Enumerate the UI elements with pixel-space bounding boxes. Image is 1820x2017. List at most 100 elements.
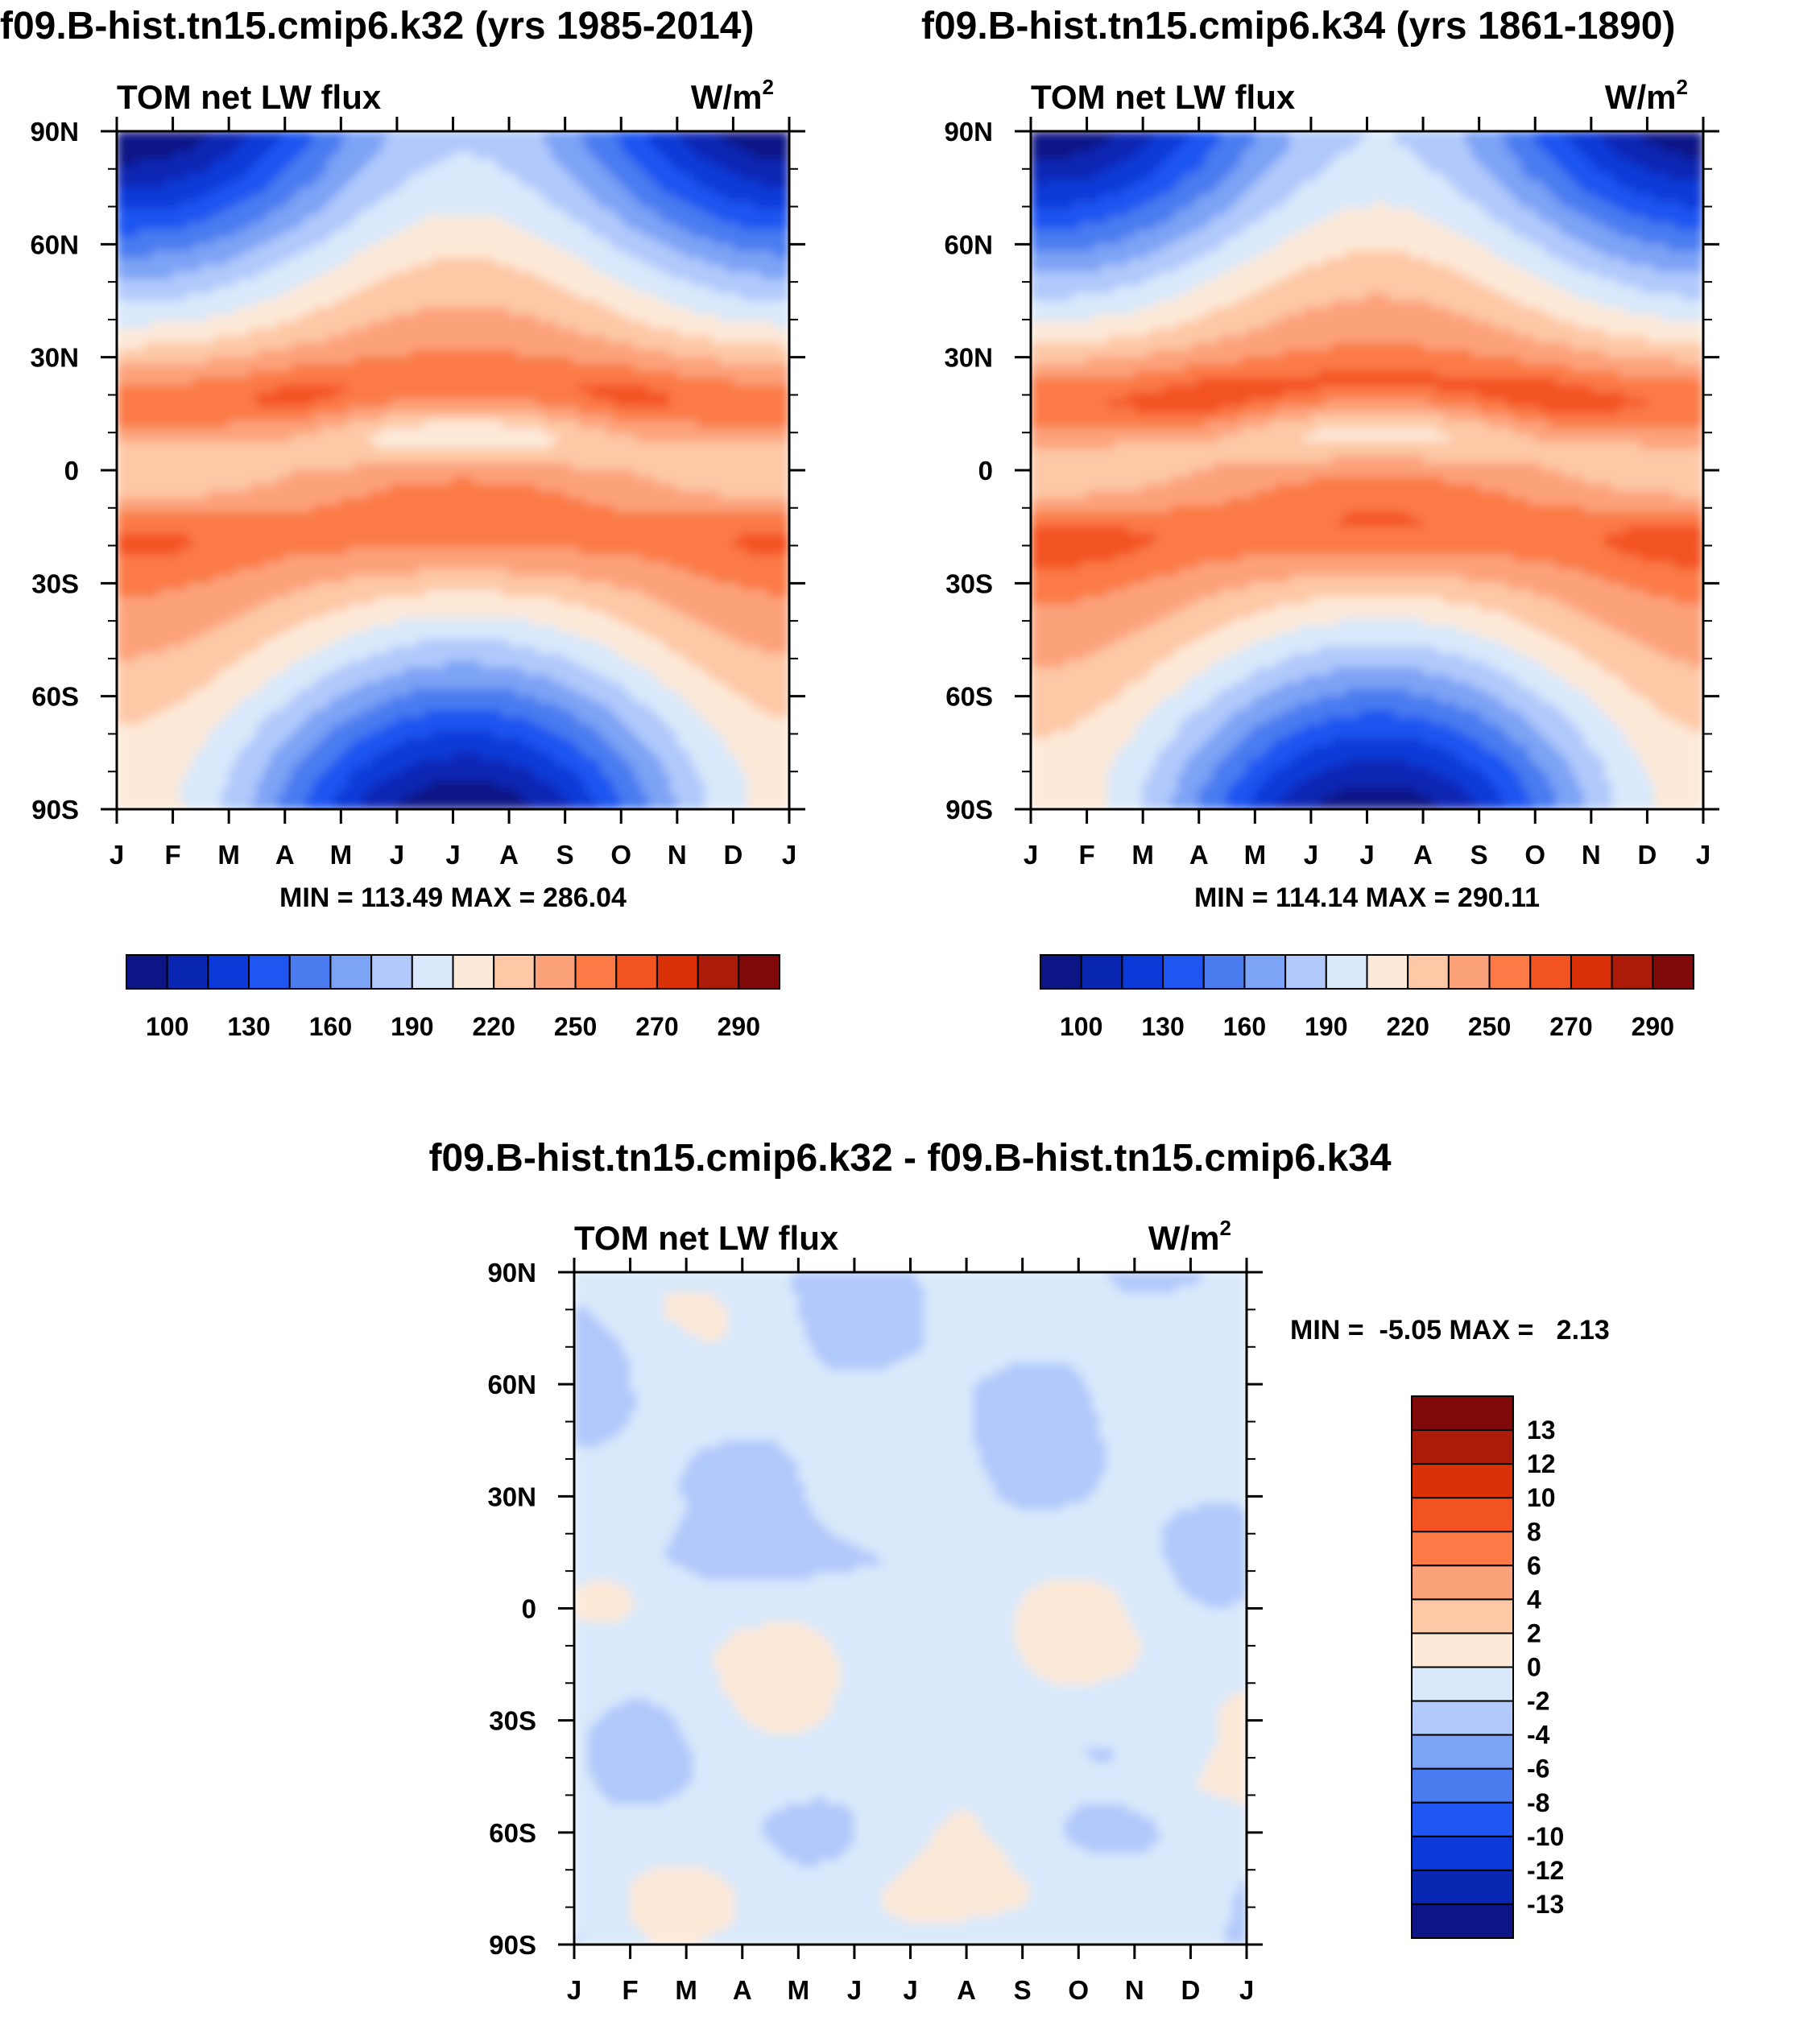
contour-cell — [438, 215, 447, 224]
contour-cell — [459, 484, 468, 492]
contour-cell — [767, 462, 776, 471]
contour-cell — [767, 392, 776, 400]
contour-cell — [635, 194, 643, 203]
contour-cell — [144, 180, 152, 188]
contour-cell — [319, 448, 328, 457]
contour-cell — [151, 173, 159, 181]
contour-cell — [781, 413, 789, 422]
contour-cell — [123, 314, 131, 323]
contour-cell — [354, 441, 362, 450]
contour-cell — [536, 427, 545, 436]
contour-cell — [656, 180, 664, 188]
contour-cell — [684, 363, 692, 372]
contour-cell — [305, 271, 314, 280]
contour-cell — [536, 385, 545, 394]
contour-cell — [445, 455, 453, 464]
contour-cell — [544, 208, 552, 217]
contour-cell — [557, 314, 566, 323]
contour-cell — [684, 187, 692, 196]
contour-cell — [361, 215, 370, 224]
contour-cell — [137, 413, 146, 422]
contour-cell — [214, 385, 222, 394]
contour-cell — [228, 293, 237, 301]
contour-cell — [781, 194, 789, 203]
contour-cell — [431, 441, 440, 450]
contour-cell — [474, 448, 482, 457]
contour-cell — [270, 258, 279, 267]
contour-cell — [453, 279, 461, 287]
contour-cell — [767, 265, 776, 273]
contour-cell — [571, 413, 580, 422]
contour-cell — [656, 420, 664, 428]
contour-cell — [599, 469, 608, 478]
contour-cell — [249, 131, 258, 139]
contour-cell — [284, 271, 292, 280]
contour-cell — [200, 265, 209, 273]
contour-cell — [522, 265, 531, 273]
contour-cell — [347, 166, 356, 175]
contour-cell — [466, 250, 475, 259]
contour-cell — [508, 265, 517, 273]
contour-cell — [739, 166, 748, 175]
contour-cell — [705, 243, 713, 252]
contour-cell — [557, 222, 566, 231]
contour-cell — [697, 131, 706, 139]
contour-cell — [754, 441, 762, 450]
contour-cell — [732, 392, 741, 400]
contour-cell — [775, 293, 783, 301]
contour-cell — [228, 399, 237, 407]
contour-cell — [249, 265, 258, 273]
contour-cell — [592, 300, 601, 308]
contour-cell — [340, 208, 349, 217]
contour-cell — [242, 342, 250, 351]
contour-cell — [585, 180, 594, 188]
contour-cell — [676, 166, 685, 175]
contour-cell — [172, 378, 180, 386]
contour-cell — [501, 194, 510, 203]
contour-cell — [529, 201, 538, 209]
contour-cell — [656, 314, 664, 323]
contour-cell — [747, 349, 755, 358]
contour-cell — [410, 357, 419, 365]
contour-cell — [445, 321, 453, 330]
contour-cell — [117, 173, 125, 181]
contour-cell — [684, 462, 692, 471]
contour-cell — [747, 484, 755, 492]
contour-cell — [354, 222, 362, 231]
contour-cell — [242, 314, 250, 323]
contour-cell — [767, 258, 776, 267]
contour-cell — [515, 378, 523, 386]
contour-cell — [389, 194, 398, 203]
contour-cell — [123, 138, 131, 147]
contour-cell — [557, 385, 566, 394]
contour-cell — [298, 490, 307, 499]
contour-cell — [291, 420, 300, 428]
contour-cell — [221, 229, 230, 238]
contour-cell — [662, 151, 671, 160]
contour-cell — [242, 392, 250, 400]
contour-cell — [291, 378, 300, 386]
contour-cell — [235, 237, 244, 245]
contour-cell — [620, 484, 629, 492]
contour-cell — [599, 363, 608, 372]
contour-cell — [592, 455, 601, 464]
contour-cell — [179, 363, 188, 372]
contour-cell — [368, 159, 377, 167]
contour-cell — [474, 314, 482, 323]
contour-cell — [466, 279, 475, 287]
contour-cell — [375, 427, 384, 436]
contour-cell — [410, 363, 419, 372]
contour-cell — [684, 271, 692, 280]
contour-cell — [466, 392, 475, 400]
contour-cell — [474, 490, 482, 499]
contour-cell — [424, 271, 432, 280]
contour-cell — [319, 441, 328, 450]
contour-cell — [249, 363, 258, 372]
contour-cell — [697, 187, 706, 196]
contour-cell — [550, 201, 559, 209]
contour-cell — [627, 484, 636, 492]
contour-cell — [656, 342, 664, 351]
contour-cell — [662, 469, 671, 478]
contour-cell — [754, 222, 762, 231]
contour-cell — [775, 399, 783, 407]
